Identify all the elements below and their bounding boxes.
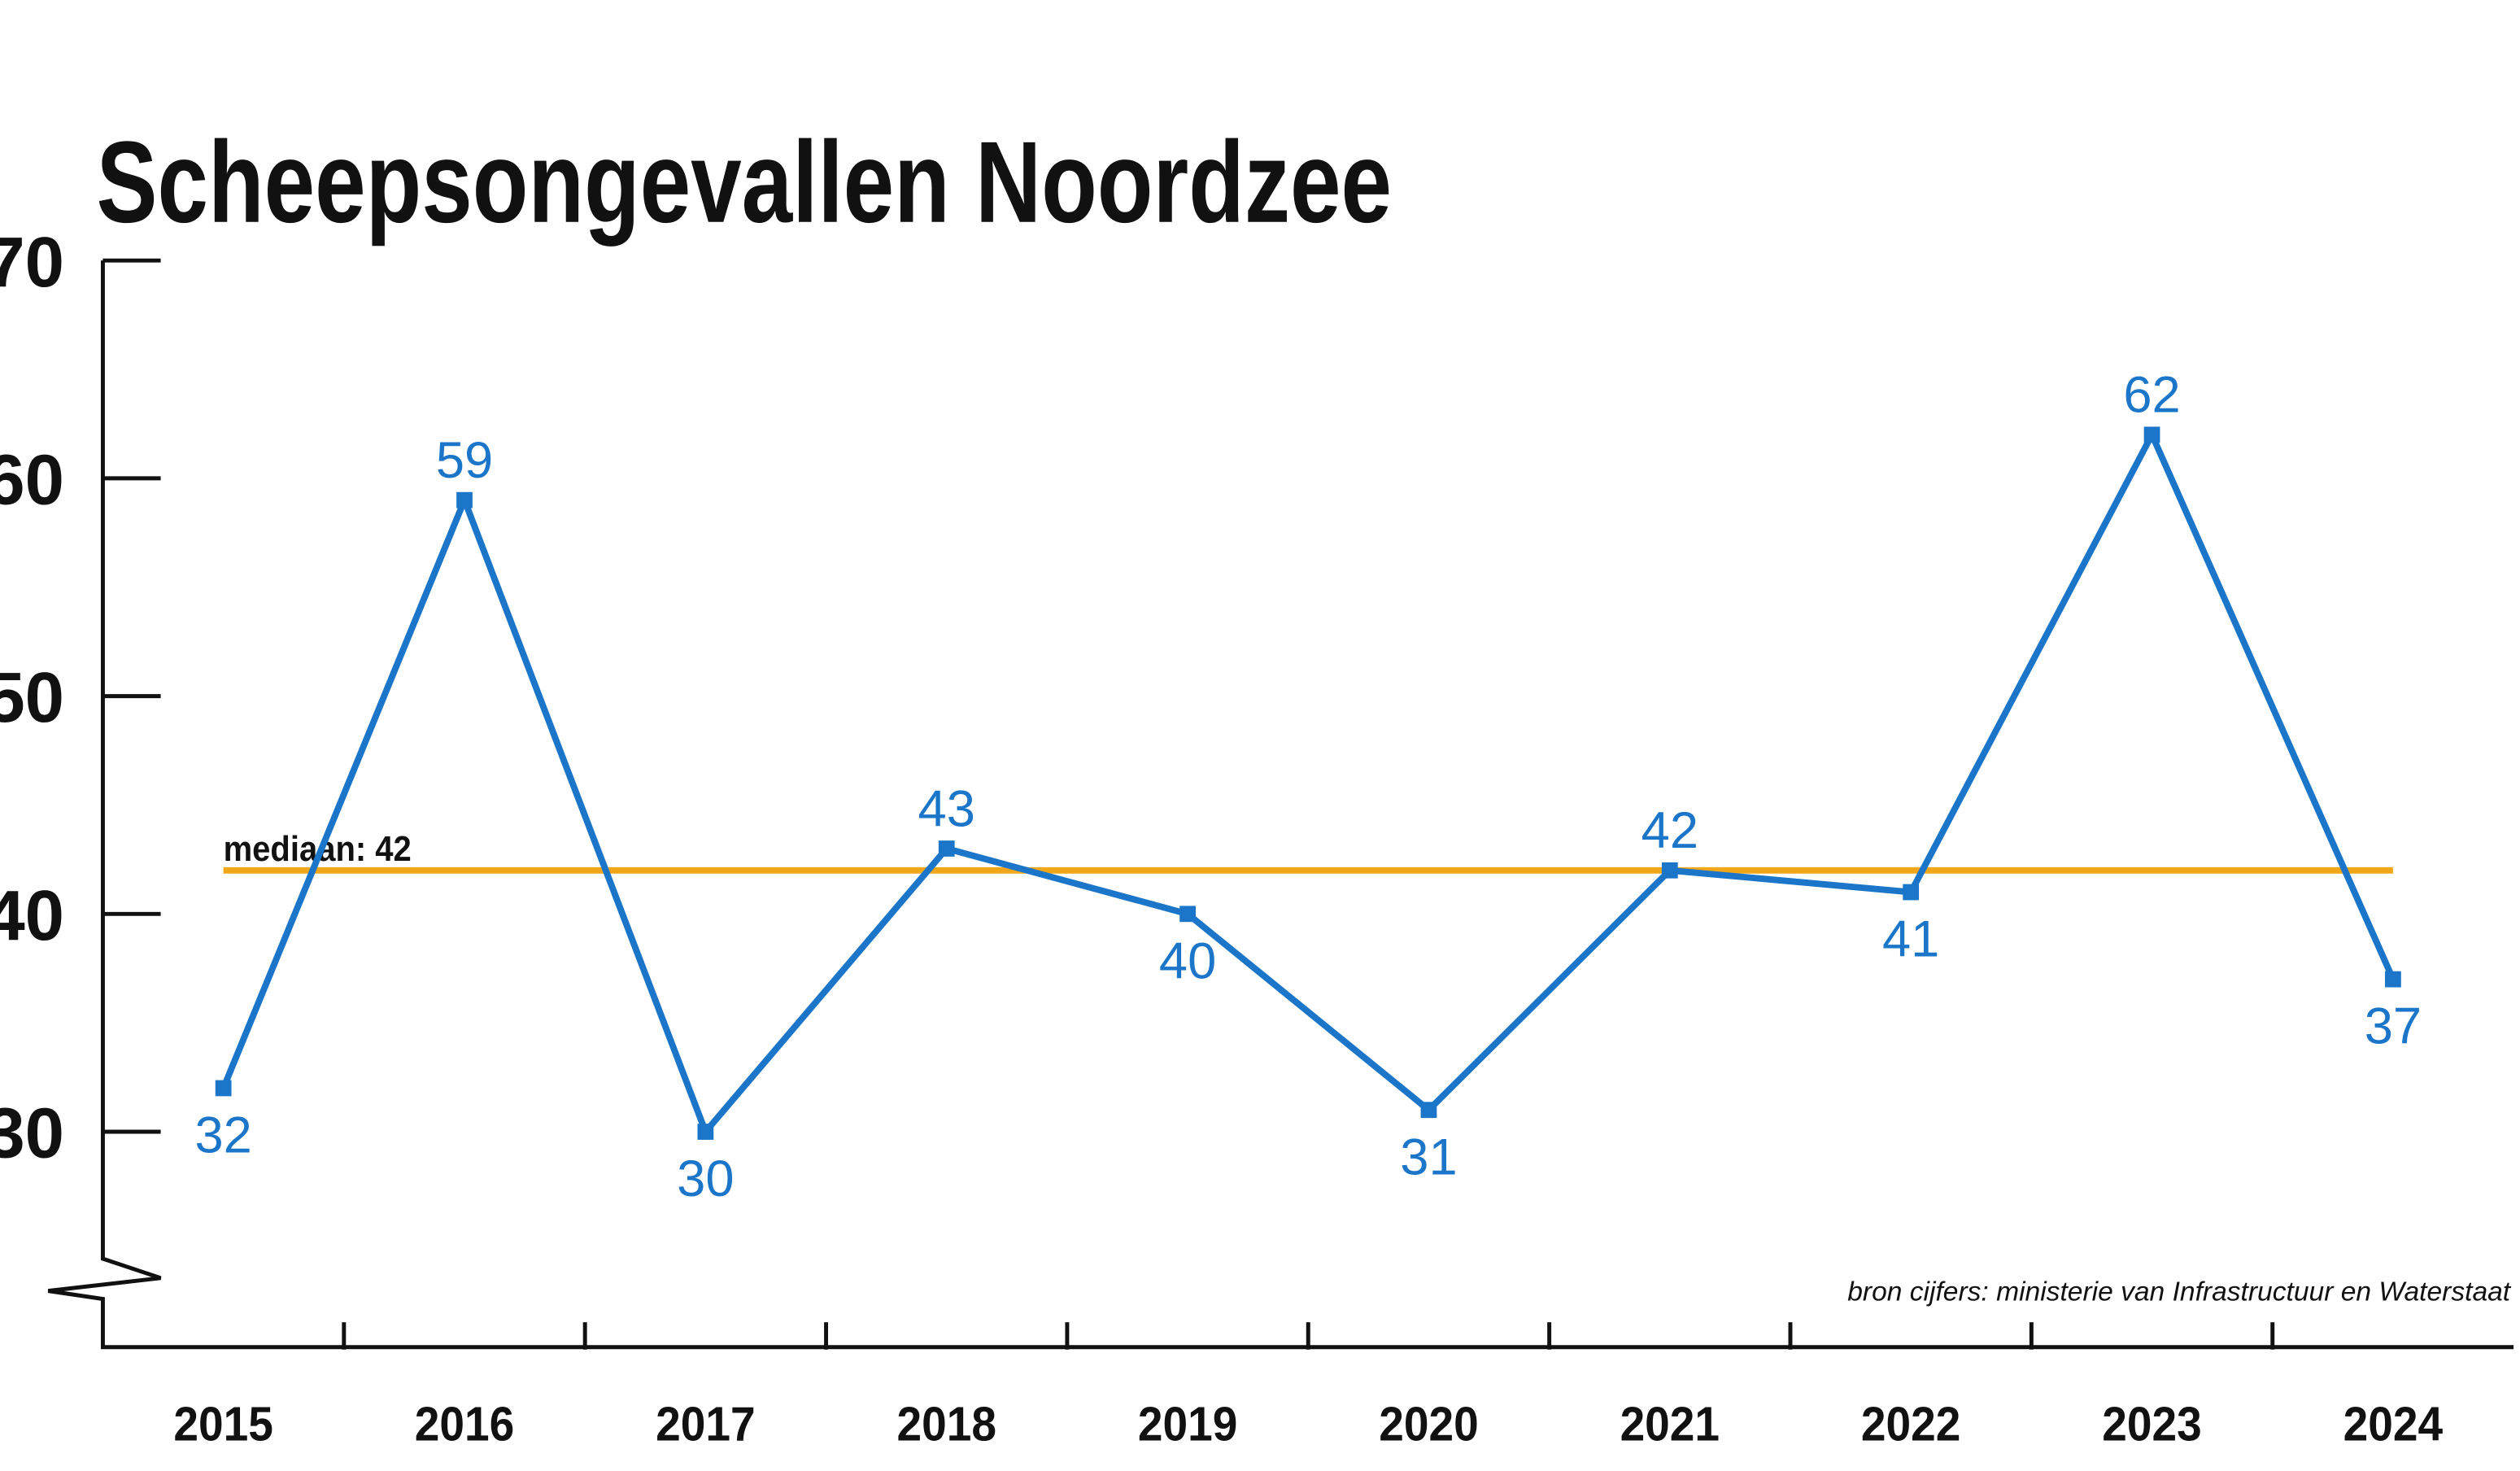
- source-note: bron cijfers: ministerie van Infrastruct…: [1847, 1277, 2512, 1307]
- point-marker: [938, 840, 955, 857]
- point-marker: [215, 1080, 232, 1097]
- point-marker: [697, 1124, 714, 1140]
- x-tick-label: 2015: [173, 1396, 272, 1451]
- value-label: 31: [1400, 1128, 1457, 1185]
- value-label: 32: [194, 1107, 251, 1164]
- value-label: 30: [677, 1150, 734, 1207]
- y-tick-label: 50: [0, 658, 64, 737]
- series-line: [220, 431, 2396, 1135]
- value-label: 37: [2365, 998, 2422, 1055]
- point-marker: [2385, 971, 2401, 988]
- point-marker: [1903, 884, 1920, 901]
- x-tick-label: 2017: [656, 1396, 755, 1451]
- x-tick-label: 2020: [1379, 1396, 1478, 1451]
- x-tick-label: 2018: [896, 1396, 996, 1451]
- x-tick-label: 2022: [1861, 1396, 1960, 1451]
- value-label: 62: [2123, 367, 2180, 424]
- x-tick-label: 2019: [1138, 1396, 1237, 1451]
- chart-title: Scheepsongevallen Noordzee: [97, 118, 1392, 247]
- value-label: 42: [1641, 802, 1698, 859]
- y-tick-label: 40: [0, 876, 64, 955]
- y-tick-label: 60: [0, 440, 64, 519]
- value-label: 59: [436, 432, 493, 489]
- value-label: 41: [1882, 911, 1939, 968]
- x-tick-label: 2024: [2343, 1396, 2444, 1451]
- value-label: 40: [1159, 932, 1216, 989]
- point-marker: [1661, 862, 1678, 879]
- point-marker: [1420, 1102, 1437, 1119]
- point-marker: [456, 491, 473, 509]
- x-tick-label: 2016: [415, 1396, 514, 1451]
- point-marker: [2143, 426, 2160, 443]
- x-tick-label: 2023: [2102, 1396, 2201, 1451]
- x-tick-label: 2021: [1620, 1396, 1720, 1451]
- axes: [47, 260, 2514, 1350]
- point-marker: [1179, 906, 1196, 923]
- y-tick-label: 70: [0, 223, 64, 302]
- value-label: 43: [918, 780, 975, 837]
- y-tick-label: 30: [0, 1094, 64, 1173]
